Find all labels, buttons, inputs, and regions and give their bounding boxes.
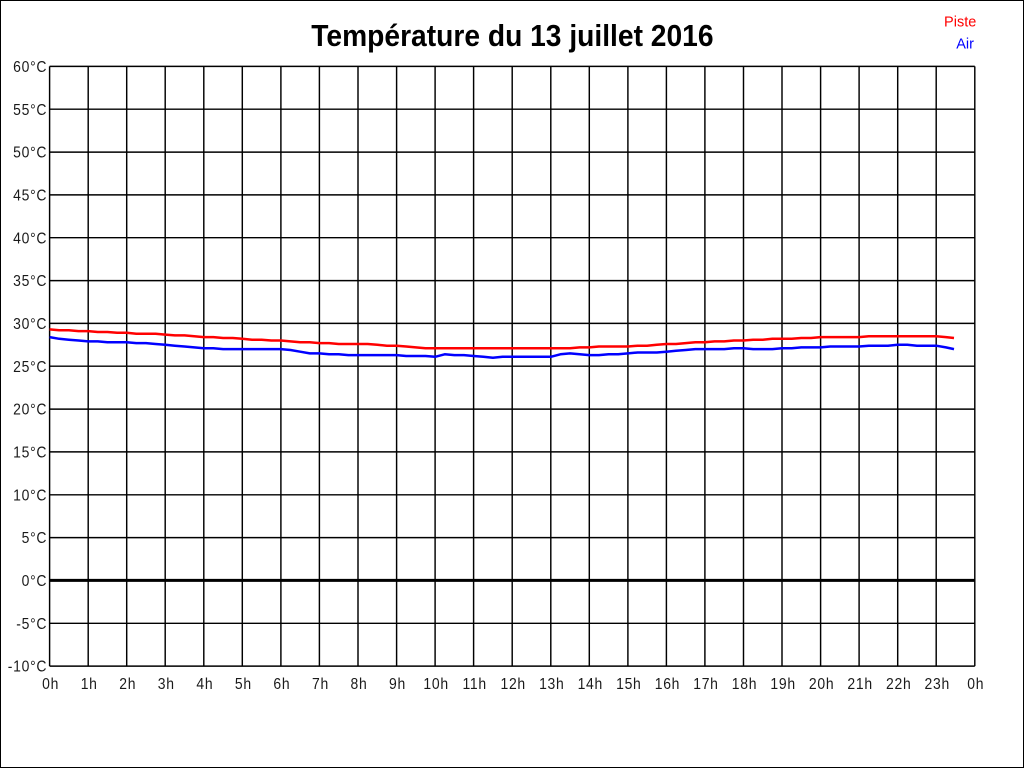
svg-text:7h: 7h	[312, 676, 329, 693]
svg-text:0h: 0h	[42, 676, 59, 693]
svg-text:14h: 14h	[578, 676, 603, 693]
svg-text:5h: 5h	[235, 676, 252, 693]
svg-text:23h: 23h	[925, 676, 950, 693]
svg-text:0°C: 0°C	[22, 573, 48, 590]
svg-text:35°C: 35°C	[13, 274, 47, 291]
svg-text:8h: 8h	[351, 676, 368, 693]
svg-text:2h: 2h	[119, 676, 136, 693]
svg-text:1h: 1h	[81, 676, 98, 693]
svg-text:11h: 11h	[462, 676, 486, 693]
svg-text:10°C: 10°C	[13, 488, 47, 505]
svg-text:9h: 9h	[389, 676, 406, 693]
svg-text:40°C: 40°C	[13, 231, 47, 248]
svg-text:30°C: 30°C	[13, 316, 47, 333]
svg-text:13h: 13h	[539, 676, 564, 693]
svg-text:3h: 3h	[158, 676, 175, 693]
svg-text:6h: 6h	[273, 676, 290, 693]
svg-text:20h: 20h	[809, 676, 834, 693]
svg-text:10h: 10h	[423, 676, 448, 693]
svg-text:0h: 0h	[967, 676, 984, 693]
svg-text:45°C: 45°C	[13, 188, 47, 205]
svg-text:22h: 22h	[886, 676, 911, 693]
svg-text:-5°C: -5°C	[16, 616, 47, 633]
svg-text:15h: 15h	[616, 676, 641, 693]
svg-text:17h: 17h	[693, 676, 718, 693]
svg-text:21h: 21h	[847, 676, 872, 693]
svg-text:Piste: Piste	[944, 15, 976, 31]
svg-text:15°C: 15°C	[13, 445, 47, 462]
svg-text:18h: 18h	[732, 676, 757, 693]
svg-text:60°C: 60°C	[13, 59, 47, 76]
svg-text:-10°C: -10°C	[8, 659, 47, 676]
svg-text:12h: 12h	[500, 676, 525, 693]
svg-text:55°C: 55°C	[13, 102, 47, 119]
svg-text:25°C: 25°C	[13, 359, 47, 376]
svg-text:Température du 13 juillet 2016: Température du 13 juillet 2016	[311, 19, 713, 54]
svg-text:19h: 19h	[770, 676, 795, 693]
svg-text:4h: 4h	[196, 676, 213, 693]
svg-text:16h: 16h	[655, 676, 680, 693]
svg-text:20°C: 20°C	[13, 402, 47, 419]
svg-text:50°C: 50°C	[13, 145, 47, 162]
svg-text:Air: Air	[956, 37, 974, 53]
svg-text:5°C: 5°C	[22, 531, 48, 548]
